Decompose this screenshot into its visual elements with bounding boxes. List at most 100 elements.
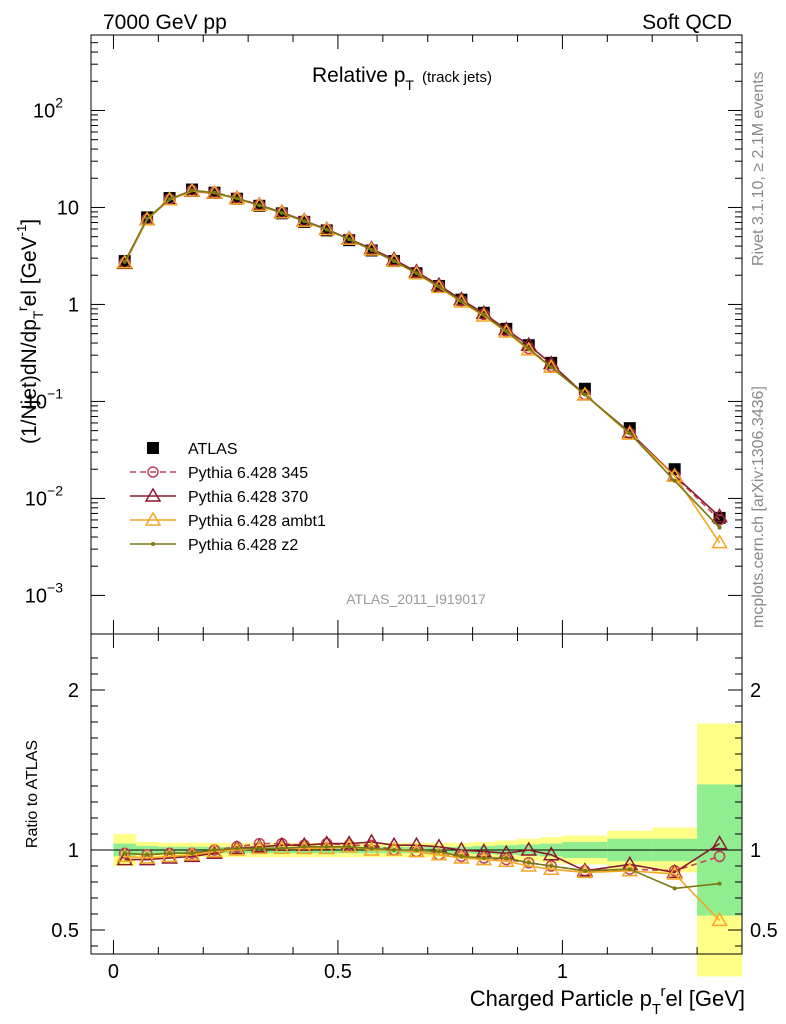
- legend: ATLAS Pythia 6.428 345 Pythia 6.428 370 Pyt…: [130, 441, 326, 554]
- data-point: [713, 514, 726, 526]
- data-point: [481, 312, 486, 317]
- plot-title-main: Relative p: [312, 64, 405, 87]
- x-label-sup: r: [661, 983, 666, 1000]
- ratio-data-point: [234, 846, 239, 851]
- rivet-label: Rivet 3.1.10, ≥ 2.1M events: [750, 71, 767, 266]
- legend-item: Pythia 6.428 z2: [130, 537, 298, 554]
- data-point: [497, 323, 515, 338]
- ratio-plot-frame: [90, 633, 743, 955]
- ratio-data-point: [582, 868, 587, 873]
- main-series-group: [116, 182, 728, 549]
- header-left: 7000 GeV pp: [103, 11, 227, 34]
- data-point: [234, 196, 239, 201]
- ratio-data-point: [436, 849, 441, 854]
- ratio-data-point: [392, 848, 397, 852]
- data-point: [279, 210, 284, 215]
- ratio-data-point: [526, 860, 531, 865]
- ratio-data-point: [520, 857, 538, 872]
- ratio-data-point: [257, 846, 262, 851]
- legend-marker: [144, 511, 162, 526]
- data-point: [627, 431, 632, 436]
- data-point: [257, 203, 262, 208]
- ratio-data-point: [302, 844, 307, 849]
- ratio-data-point: [295, 836, 313, 851]
- data-point: [145, 216, 150, 221]
- legend-marker: [147, 466, 159, 478]
- y-label-sub: T: [30, 310, 46, 319]
- data-point: [526, 346, 531, 351]
- y-tick-mantissa: 10: [57, 197, 79, 219]
- plot-title-sub: T: [405, 77, 414, 93]
- y-tick-mantissa: 1: [68, 294, 79, 316]
- ratio-data-point: [212, 848, 217, 852]
- legend-label: Pythia 6.428 ambt1: [188, 513, 326, 530]
- data-point: [459, 299, 464, 304]
- y-tick-mantissa: 10: [25, 391, 47, 413]
- data-point: [167, 197, 172, 202]
- ratio-data-point: [228, 839, 246, 855]
- legend-item: Pythia 6.428 345: [130, 465, 308, 482]
- x-label-sub: T: [652, 1001, 661, 1018]
- y-label-rest: el [GeV: [18, 236, 41, 306]
- ratio-data-point: [711, 835, 728, 850]
- data-point: [116, 254, 133, 269]
- ratio-data-point: [138, 849, 156, 864]
- data-point: [542, 358, 560, 374]
- ratio-x-ticks: 0 0.5 1: [108, 634, 743, 983]
- ratio-data-point: [627, 867, 632, 872]
- ratio-series-line: [124, 845, 720, 890]
- ratio-data-point: [481, 856, 486, 860]
- ratio-data-point: [666, 865, 683, 880]
- plot-title: Relative pT (track jets): [312, 64, 492, 93]
- ratio-data-point: [340, 838, 358, 853]
- data-point: [582, 392, 587, 397]
- legend-label: Pythia 6.428 370: [188, 489, 308, 506]
- mcplots-label: mcplots.cern.ch [arXiv:1306.3436]: [750, 386, 767, 628]
- ratio-data-point: [251, 839, 268, 855]
- data-point: [324, 227, 329, 232]
- x-tick-label: 0: [108, 961, 119, 983]
- data-point: [475, 307, 493, 322]
- ratio-y-axis-label: Ratio to ATLAS: [24, 740, 41, 848]
- ratio-data-point: [430, 846, 448, 861]
- data-point: [212, 190, 217, 195]
- header-right: Soft QCD: [642, 11, 732, 34]
- ratio-data-point: [666, 863, 683, 879]
- y-tick-label: 1: [68, 294, 79, 316]
- legend-item: Pythia 6.428 370: [130, 487, 308, 506]
- y-label-close: ]: [18, 219, 41, 225]
- data-point: [122, 259, 127, 264]
- ratio-data-point: [251, 838, 268, 853]
- plot-title-extra: (track jets): [422, 69, 492, 86]
- ratio-data-point: [520, 841, 538, 856]
- data-point: [711, 508, 728, 523]
- y-tick-exponent: −2: [47, 482, 63, 498]
- data-point: [347, 237, 352, 242]
- legend-item: Pythia 6.428 ambt1: [130, 511, 326, 530]
- ratio-data-point: [190, 851, 195, 856]
- ratio-y-tick-label-right: 1: [750, 840, 761, 862]
- ratio-data-point: [711, 911, 728, 927]
- ratio-data-point: [504, 856, 509, 860]
- ratio-data-point: [122, 851, 127, 856]
- data-point: [138, 211, 156, 226]
- y-label-sup: r: [14, 306, 30, 311]
- x-tick-label: 1: [557, 961, 568, 983]
- y-label-main: (1/Njet)dN/dp: [18, 319, 41, 444]
- series-4: [122, 188, 722, 530]
- data-point: [302, 219, 307, 224]
- ratio-data-point: [542, 846, 560, 861]
- ratio-data-point: [116, 847, 133, 863]
- data-point: [549, 365, 554, 370]
- ratio-data-point: [116, 851, 133, 866]
- y-tick-exponent: −3: [47, 579, 63, 595]
- ratio-data-point: [279, 846, 284, 851]
- data-point: [621, 425, 639, 440]
- legend-marker: [147, 442, 159, 454]
- ratio-data-point: [347, 844, 352, 849]
- data-point: [408, 265, 425, 280]
- data-point: [369, 247, 374, 252]
- data-point: [717, 525, 722, 530]
